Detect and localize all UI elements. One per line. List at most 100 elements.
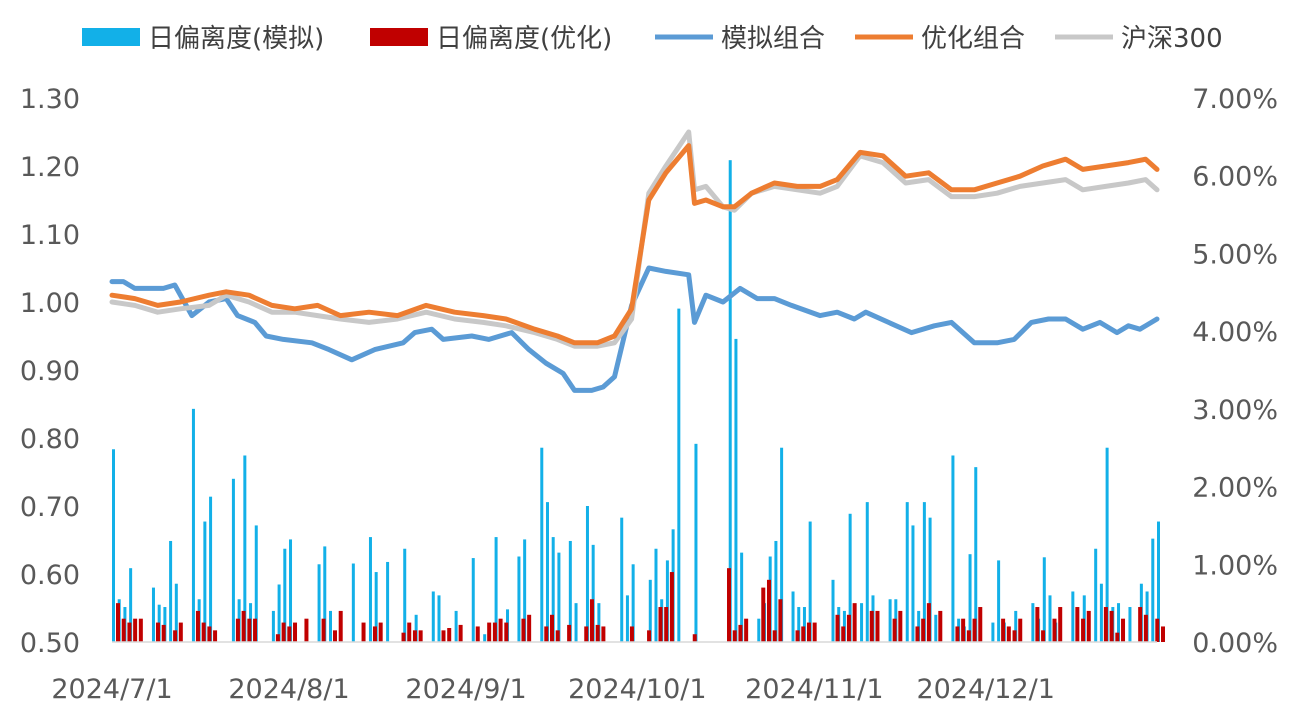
bar-deviation-opt — [1012, 630, 1017, 642]
bar-deviation-sim — [780, 447, 784, 642]
legend-label: 模拟组合 — [721, 24, 825, 54]
bar-deviation-opt — [241, 610, 246, 642]
bar-deviation-opt — [972, 618, 977, 642]
bar-deviation-sim — [386, 561, 390, 642]
bar-deviation-sim — [934, 614, 938, 642]
bar-deviation-opt — [841, 626, 846, 642]
bar-deviation-sim — [112, 449, 115, 642]
x-axis: 2024/7/1 2024/8/1 2024/9/1 2024/10/1 2024/11… — [51, 674, 1055, 705]
bar-deviation-opt — [544, 626, 549, 642]
bar-deviation-opt — [458, 624, 463, 642]
bar-deviation-opt — [253, 618, 258, 642]
bar-deviation-opt — [1035, 607, 1040, 642]
bar-deviation-sim — [831, 579, 835, 642]
bar-deviation-opt — [1121, 618, 1126, 642]
bar-deviation-sim — [808, 521, 812, 642]
bar-deviation-sim — [585, 506, 589, 642]
bar-deviation-opt — [835, 614, 840, 642]
bar-deviation-sim — [323, 546, 327, 642]
legend-swatch — [82, 28, 140, 46]
bar-deviation-sim — [1031, 603, 1035, 642]
bar-deviation-opt — [235, 618, 240, 642]
bar-deviation-sim — [728, 160, 732, 642]
bar-deviation-opt — [504, 622, 509, 642]
bar-deviation-sim — [974, 467, 978, 642]
bar-deviation-sim — [317, 564, 321, 642]
bar-deviation-sim — [169, 540, 173, 642]
bar-deviation-opt — [275, 634, 280, 642]
y-left-tick-label: 1.20 — [20, 152, 80, 183]
bar-deviation-sim — [191, 408, 195, 642]
bar-deviation-opt — [938, 610, 943, 642]
bar-deviation-sim — [1082, 595, 1086, 642]
bar-deviation-opt — [584, 626, 589, 642]
bar-deviation-sim — [574, 603, 578, 642]
bar-deviation-opt — [447, 628, 452, 642]
y-left-tick-label: 1.00 — [20, 288, 80, 319]
bar-deviation-sim — [665, 560, 669, 642]
bar-deviation-opt — [1103, 607, 1108, 642]
bar-deviation-opt — [567, 624, 572, 642]
bar-deviation-sim — [951, 455, 955, 642]
bar-deviation-sim — [151, 587, 155, 642]
bar-deviation-sim — [414, 614, 418, 642]
bar-deviation-sim — [1151, 538, 1155, 642]
y-left-tick-label: 1.10 — [20, 220, 80, 251]
y-left-tick-label: 0.50 — [20, 628, 80, 659]
bar-deviation-sim — [431, 591, 435, 642]
bar-deviation-sim — [454, 610, 458, 642]
bar-deviation-sim — [540, 447, 544, 642]
bar-deviation-opt — [372, 626, 377, 642]
bar-deviation-sim — [625, 595, 629, 642]
bar-deviation-sim — [1071, 591, 1075, 642]
x-tick-label: 2024/10/1 — [568, 674, 706, 705]
y-right-tick-label: 6.00% — [1192, 162, 1278, 193]
y-axis-left: 1.30 1.20 1.10 1.00 0.90 0.80 0.70 0.60 0.50 — [20, 84, 80, 659]
bar-deviation-opt — [304, 618, 309, 642]
bar-deviation-sim — [797, 607, 801, 642]
bar-deviation-opt — [761, 587, 766, 642]
bar-deviation-opt — [1143, 614, 1148, 642]
legend-label: 优化组合 — [921, 24, 1025, 54]
bar-deviation-opt — [555, 630, 560, 642]
bar-deviation-sim — [888, 599, 892, 642]
bar-deviation-opt — [1001, 618, 1006, 642]
bar-deviation-opt — [898, 610, 903, 642]
bar-deviation-opt — [407, 622, 412, 642]
bar-deviation-opt — [293, 622, 298, 642]
y-right-tick-label: 0.00% — [1192, 628, 1278, 659]
bar-deviation-opt — [1052, 618, 1057, 642]
bar-deviation-sim — [351, 563, 355, 642]
bar-deviation-sim — [1048, 595, 1052, 642]
bar-deviation-sim — [277, 584, 281, 642]
bar-deviation-sim — [483, 634, 487, 642]
bar-deviation-sim — [677, 308, 681, 642]
x-tick-label: 2024/7/1 — [51, 674, 172, 705]
bar-deviation-opt — [287, 626, 292, 642]
bar-deviation-sim — [1042, 557, 1046, 642]
bar-deviation-opt — [875, 610, 880, 642]
bar-deviation-sim — [163, 607, 167, 642]
legend-swatch — [370, 28, 428, 46]
bar-deviation-sim — [648, 579, 652, 642]
bar-deviation-opt — [401, 632, 406, 642]
bar-deviation-opt — [846, 614, 851, 642]
bar-deviation-opt — [178, 622, 183, 642]
bar-deviation-opt — [487, 622, 492, 642]
bar-deviation-opt — [412, 630, 417, 642]
x-tick-label: 2024/12/1 — [916, 674, 1054, 705]
y-right-tick-label: 7.00% — [1192, 84, 1278, 115]
bar-deviation-opt — [658, 607, 663, 642]
bar-deviation-opt — [155, 622, 160, 642]
bar-deviation-sim — [631, 564, 635, 642]
bar-deviation-sim — [1157, 521, 1160, 642]
bar-deviation-opt — [727, 568, 732, 642]
bar-deviation-sim — [231, 478, 235, 642]
legend: 日偏离度(模拟) 日偏离度(优化) 模拟组合 优化组合 沪深300 — [82, 24, 1223, 54]
y-right-tick-label: 3.00% — [1192, 395, 1278, 426]
bar-deviation-opt — [1161, 626, 1165, 642]
bar-deviation-sim — [243, 455, 247, 642]
bar-deviation-sim — [1105, 447, 1109, 642]
bar-deviation-opt — [201, 622, 206, 642]
bar-deviation-opt — [527, 614, 532, 642]
